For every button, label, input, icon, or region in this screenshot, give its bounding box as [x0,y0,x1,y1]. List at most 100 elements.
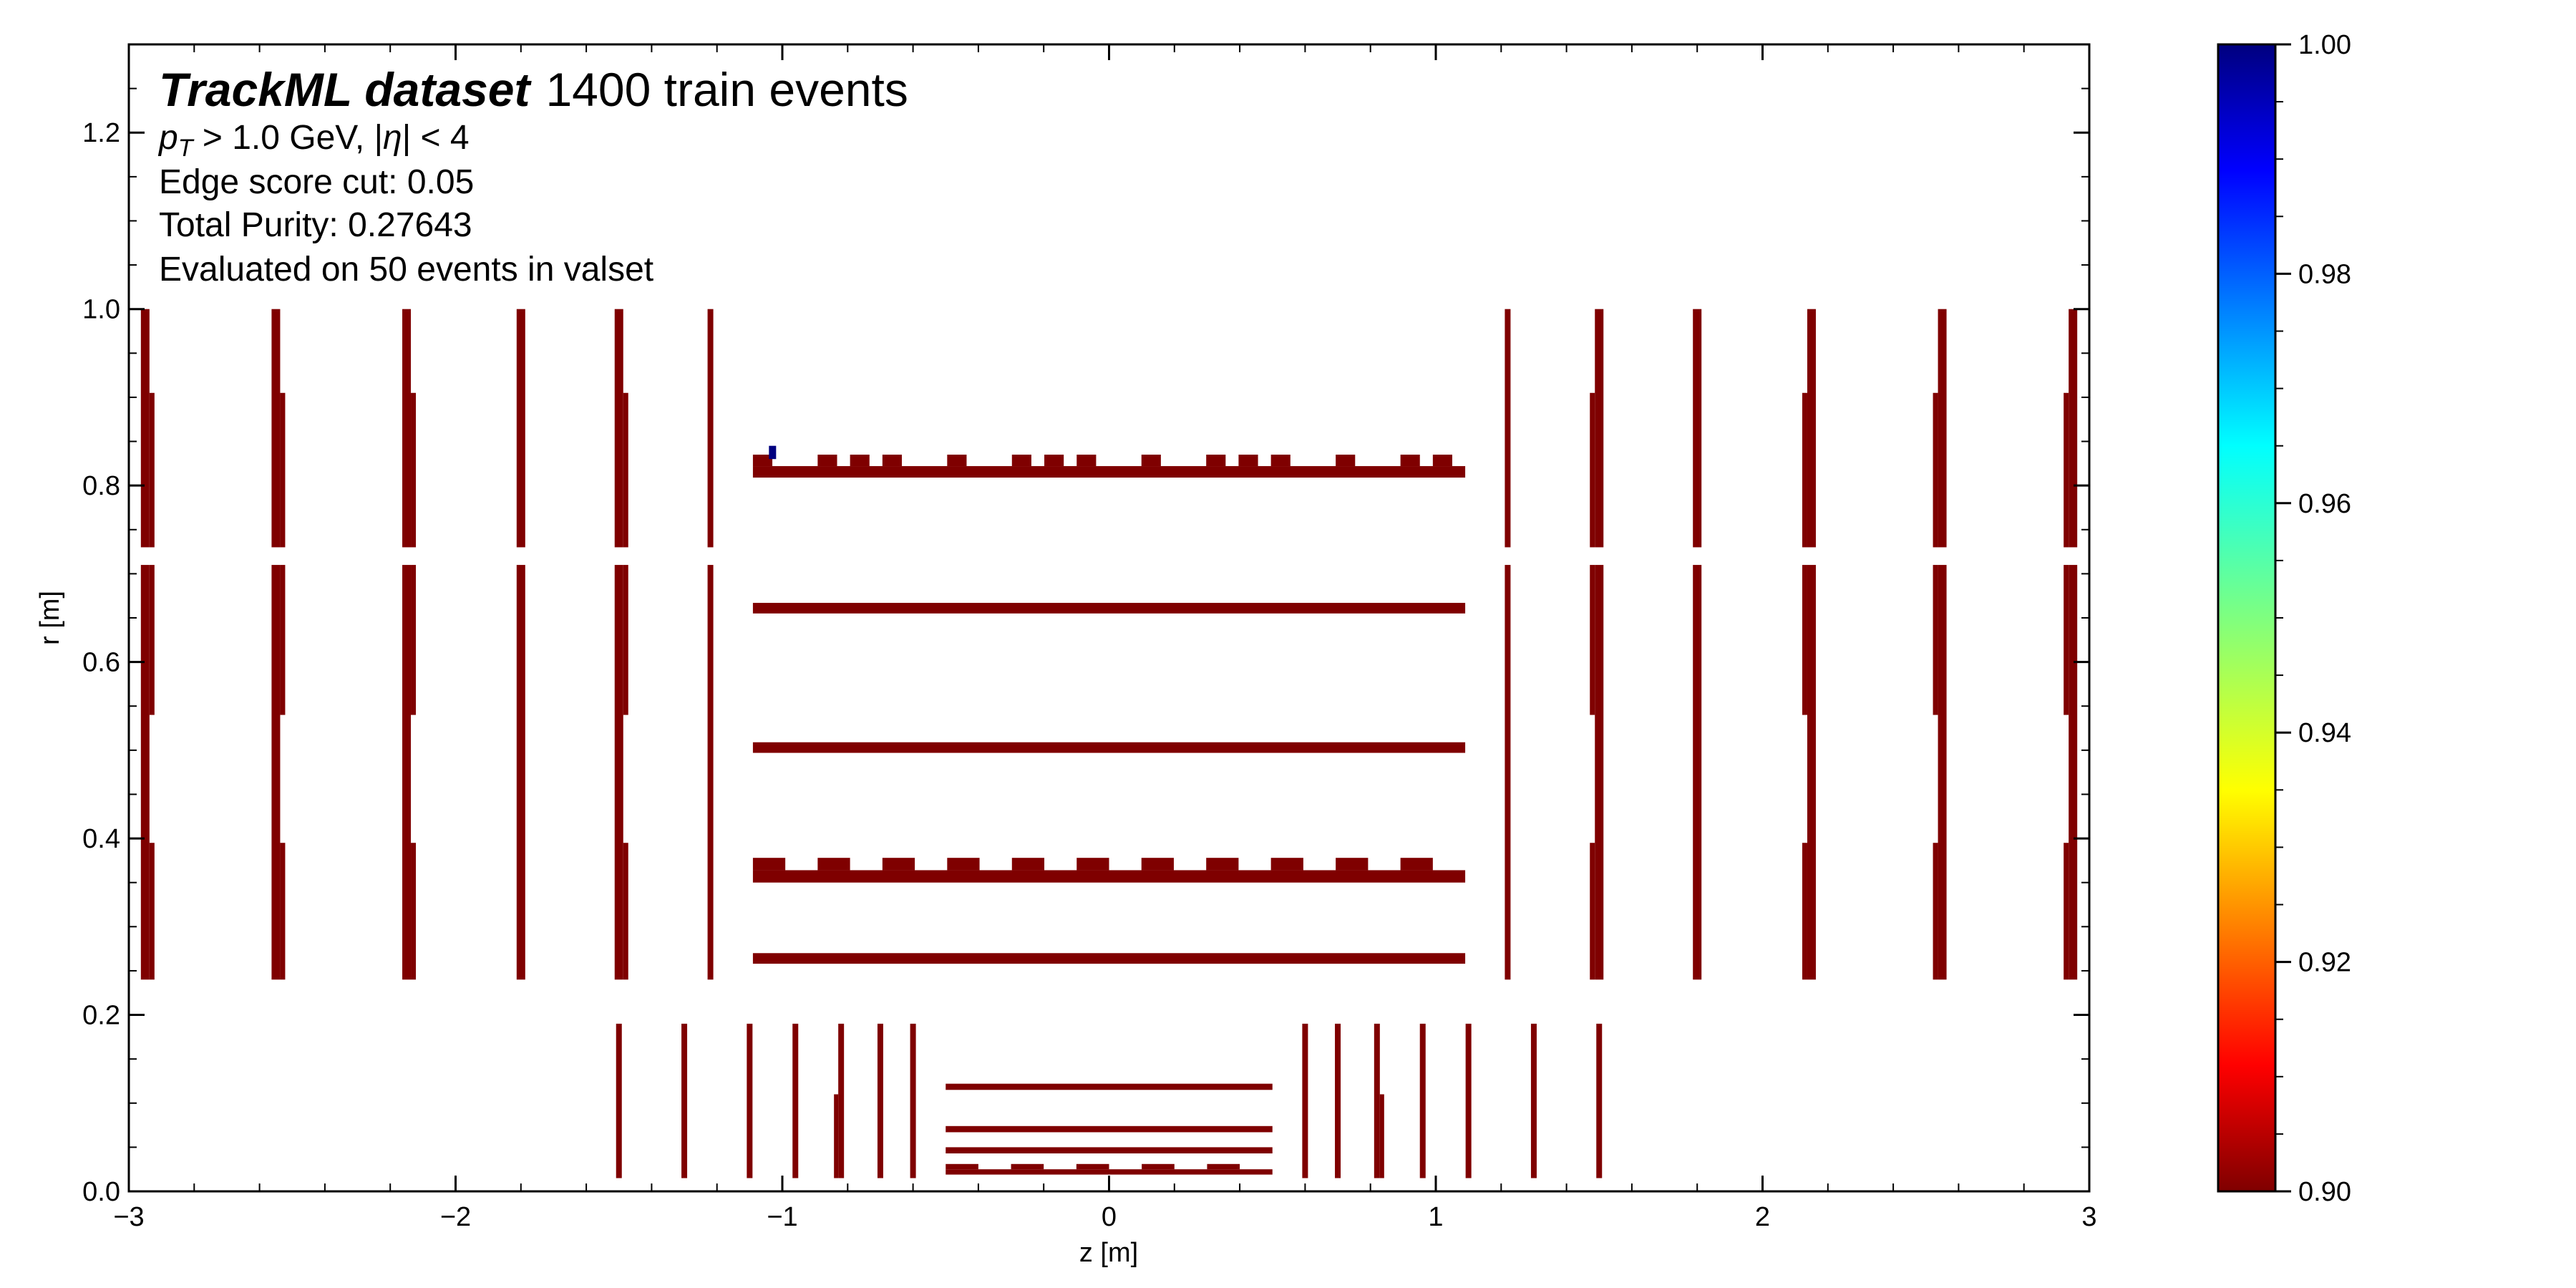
barrel-layer-1-module [1011,1163,1044,1170]
barrel-layer-5 [752,953,1466,964]
barrel-layer-1 [946,1169,1273,1175]
x-tick-label: −1 [767,1202,797,1232]
barrel-layer-1-module [1076,1163,1109,1170]
barrel-layer-6-module [1336,858,1369,871]
outer-endcap-disk [1595,309,1604,548]
colorbar-tick-label: 0.90 [2298,1177,2351,1207]
annotation-block: TrackML dataset 1400 train events pT > 1.… [157,63,908,289]
barrel-layer-6-module [1270,858,1303,871]
y-tick-label: 1.2 [82,118,120,148]
outer-endcap-disk-step [1802,565,1807,715]
x-tick-label: 1 [1428,1202,1443,1232]
annotation-edge-cut: Edge score cut: 0.05 [159,163,474,201]
x-axis-label: z [m] [1079,1238,1138,1268]
eta-cut-text: | < 4 [402,119,470,157]
barrel-layer-9-module [1141,455,1161,467]
outer-endcap-disk-step [623,392,628,548]
barrel-layer-6-module [1076,858,1109,871]
inner-endcap-disk [681,1023,688,1178]
heatmap-cells [140,309,2078,1178]
inner-endcap-disk [1335,1023,1341,1178]
outer-endcap-disk-step [1802,392,1807,548]
outer-endcap-disk [1807,309,1816,548]
x-tick-label: 3 [2081,1202,2096,1232]
outer-endcap-disk [140,309,150,548]
barrel-layer-6-module [1400,858,1433,871]
y-tick-label: 1.0 [82,295,120,325]
outer-endcap-disk [2069,565,2078,980]
inner-endcap-disk [1302,1023,1308,1178]
outer-endcap-disk [1693,309,1702,548]
colorbar-tick-label: 0.98 [2298,259,2351,289]
barrel-layer-6-module [817,858,850,871]
outer-endcap-disk [1807,565,1816,980]
outer-endcap-disk-step [411,843,417,980]
barrel-layer-6 [752,870,1466,883]
outer-endcap-disk [516,565,525,980]
outer-endcap-disk [614,309,623,548]
outer-endcap-disk-step [2064,565,2069,715]
y-tick-label: 0.8 [82,471,120,501]
x-tick-label: −2 [440,1202,471,1232]
inner-endcap-disk-step [1379,1094,1384,1178]
outer-endcap-disk-step [2064,392,2069,548]
barrel-layer-9-module [1044,455,1064,467]
annotation-cuts: pT > 1.0 GeV, |η| < 4 [157,119,470,162]
barrel-layer-2 [946,1147,1273,1154]
outer-endcap-disk-step [1802,843,1807,980]
annotation-title-bold: TrackML dataset [159,63,532,116]
x-tick-label: 2 [1755,1202,1770,1232]
annotation-title: TrackML dataset 1400 train events [159,63,908,116]
colorbar-ticks: 0.90 0.92 0.94 0.96 0.98 1.00 [2275,30,2351,1207]
colorbar-tick-label: 1.00 [2298,30,2351,60]
barrel-layer-7 [752,742,1466,753]
outer-endcap-disk [1505,309,1511,548]
inner-endcap-disk [877,1023,883,1178]
annotation-title-rest: 1400 train events [545,63,908,116]
barrel-layer-9-module [850,455,870,467]
outer-endcap-disk [271,565,281,980]
barrel-layer-9-module [1270,455,1291,467]
outer-endcap-disk-step [1590,843,1595,980]
barrel-layer-9-module [947,455,967,467]
y-tick-label: 0.6 [82,648,120,678]
high-value-cell [769,445,777,460]
inner-endcap-disk [1465,1023,1472,1178]
outer-endcap-disk-step [411,392,417,548]
outer-endcap-disk [2069,309,2078,548]
barrel-layer-4 [946,1083,1273,1090]
inner-endcap-disk [1374,1023,1380,1178]
barrel-layer-9-module [1011,455,1031,467]
eta-symbol: η [383,119,402,157]
outer-endcap-disk [402,565,412,980]
colorbar: 0.90 0.92 0.94 0.96 0.98 1.00 [2217,30,2351,1207]
pt-cut-text: > 1.0 GeV, | [193,119,383,157]
inner-endcap-disk [792,1023,799,1178]
barrel-layer-9-module [1076,455,1097,467]
barrel-layer-3 [946,1125,1273,1133]
inner-endcap-disk [1530,1023,1537,1178]
colorbar-tick-label: 0.94 [2298,718,2351,748]
pt-subscript: T [178,135,195,162]
outer-endcap-disk [1938,309,1947,548]
x-tick-label: 0 [1102,1202,1117,1232]
outer-endcap-disk [402,309,412,548]
outer-endcap-disk [140,565,150,980]
pt-symbol: p [157,119,178,157]
barrel-layer-9-module [1400,455,1420,467]
barrel-layer-9-module [882,455,902,467]
colorbar-tick-label: 0.96 [2298,489,2351,519]
outer-endcap-disk [1595,565,1604,980]
barrel-layer-6-module [1206,858,1239,871]
outer-endcap-disk-step [623,565,628,715]
outer-endcap-disk-step [1933,843,1938,980]
barrel-layer-9-module [752,455,773,467]
barrel-layer-6-module [947,858,980,871]
barrel-layer-6-module [1011,858,1045,871]
barrel-layer-9-module [1238,455,1258,467]
outer-endcap-disk [516,309,525,548]
barrel-layer-9-module [1206,455,1226,467]
y-axis-label: r [m] [35,591,65,645]
y-tick-label: 0.4 [82,824,120,854]
